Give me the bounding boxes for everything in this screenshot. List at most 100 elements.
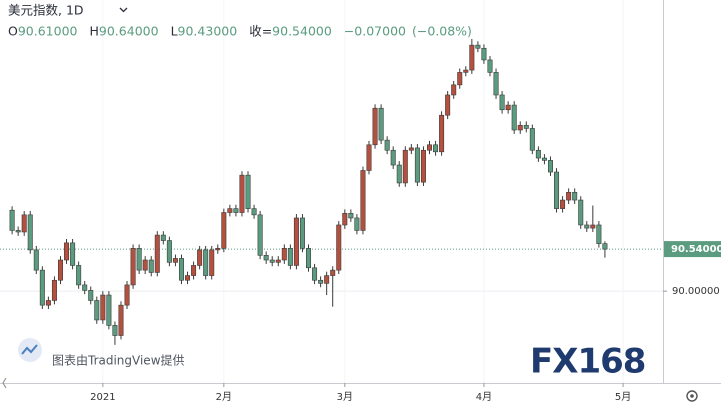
candle-body [27, 214, 33, 251]
legend-prefix: H [90, 24, 99, 39]
scroll-icon [2, 377, 7, 389]
candle-body [88, 290, 94, 301]
gear-center[interactable] [690, 394, 694, 398]
candle-body [57, 259, 63, 281]
candle-body [106, 294, 112, 326]
legend-prefix: 收= [249, 24, 272, 39]
candle-body [584, 224, 590, 229]
candle-body [51, 279, 57, 301]
candle-body [451, 84, 457, 96]
candle-body [257, 214, 263, 256]
candle-body [554, 171, 560, 209]
candle-body [130, 248, 136, 286]
candle-body [94, 300, 100, 321]
candle-body [33, 249, 39, 271]
candle-body [21, 214, 27, 233]
candle-body [39, 269, 45, 306]
legend-prefix: L [171, 24, 178, 39]
candle-body [487, 59, 493, 73]
candle-body [185, 275, 191, 281]
candle-body [390, 149, 396, 166]
candle-body [293, 217, 299, 266]
legend-value: 90.54000 [272, 24, 332, 39]
candle-body [541, 157, 547, 161]
candle-body [578, 199, 584, 226]
x-tick-label: 3月 [337, 391, 353, 403]
legend-value: 90.61000 [18, 24, 78, 39]
candle-body [360, 170, 366, 231]
settings-icon[interactable] [686, 390, 698, 402]
candle-body [15, 230, 21, 233]
candle-body [239, 174, 245, 213]
gear[interactable] [686, 390, 698, 402]
x-tick-label: 2021 [90, 392, 115, 403]
candle-body [330, 269, 336, 276]
legend-change: −0.07000 [344, 24, 406, 39]
candle-body [372, 107, 378, 146]
candle-body [420, 149, 426, 183]
candle-body [529, 128, 535, 151]
last-price-label: 90.54000 [671, 244, 721, 255]
candle-body [517, 125, 523, 131]
candle-body [287, 248, 293, 266]
chart-title: 美元指数, 1D [8, 3, 84, 18]
candle-body [348, 212, 354, 219]
candle-body [154, 234, 160, 273]
candle-body [124, 284, 130, 306]
legend-value: 90.64000 [99, 24, 159, 39]
candle-body [426, 144, 432, 151]
candle-body [166, 240, 172, 263]
candle-body [82, 284, 88, 291]
candle-body [493, 72, 499, 96]
candle-body [221, 212, 227, 249]
candle-body [457, 72, 463, 86]
candle-body [263, 255, 269, 261]
candle-body [312, 267, 318, 281]
candle-body [118, 304, 124, 336]
candle-body [281, 248, 287, 261]
legend-change-pct: (−0.08%) [412, 24, 472, 39]
candle-body [70, 242, 76, 266]
candle-body [64, 242, 70, 261]
x-tick-label: 2月 [216, 391, 232, 403]
candle-body [384, 139, 390, 151]
candle-body [408, 147, 414, 151]
tv-logo [21, 344, 38, 355]
candle-body [366, 144, 372, 171]
candle-body [197, 249, 203, 266]
attribution: 图表由TradingView提供 [18, 338, 185, 368]
candle-body [324, 275, 330, 284]
y-tick-label: 90.00000 [672, 286, 720, 297]
candle-body [535, 149, 541, 159]
candle-body [233, 208, 239, 213]
candle-body [402, 149, 408, 184]
candle-body [269, 259, 275, 263]
candle-body [469, 44, 475, 71]
candle-body [445, 94, 451, 116]
ohlc-legend: O 90.61000 H 90.64000 L 90.43000 收= 90.54000 −0.… [8, 24, 472, 39]
candle-body [203, 249, 209, 276]
candle-body [336, 224, 342, 271]
candle-body [191, 265, 197, 276]
candle-body [245, 174, 251, 209]
x-tick-label: 5月 [615, 391, 631, 403]
candle-body [209, 249, 215, 276]
last-price-box [664, 241, 721, 258]
candle-body [590, 224, 596, 229]
candle-body [505, 104, 511, 111]
candle-body [511, 104, 517, 131]
candle-body [306, 248, 312, 269]
logo: FX168 [530, 342, 645, 382]
candle-body [318, 279, 324, 284]
title-chevron [119, 7, 128, 13]
candle-body [596, 224, 602, 244]
legend-value: 90.43000 [178, 24, 238, 39]
candle-body [396, 164, 402, 184]
candle-body [215, 248, 221, 251]
candle-body [523, 125, 529, 129]
candle-body [100, 294, 106, 321]
candle-body [160, 234, 166, 241]
candle-body [148, 259, 154, 273]
candle-body [142, 259, 148, 271]
